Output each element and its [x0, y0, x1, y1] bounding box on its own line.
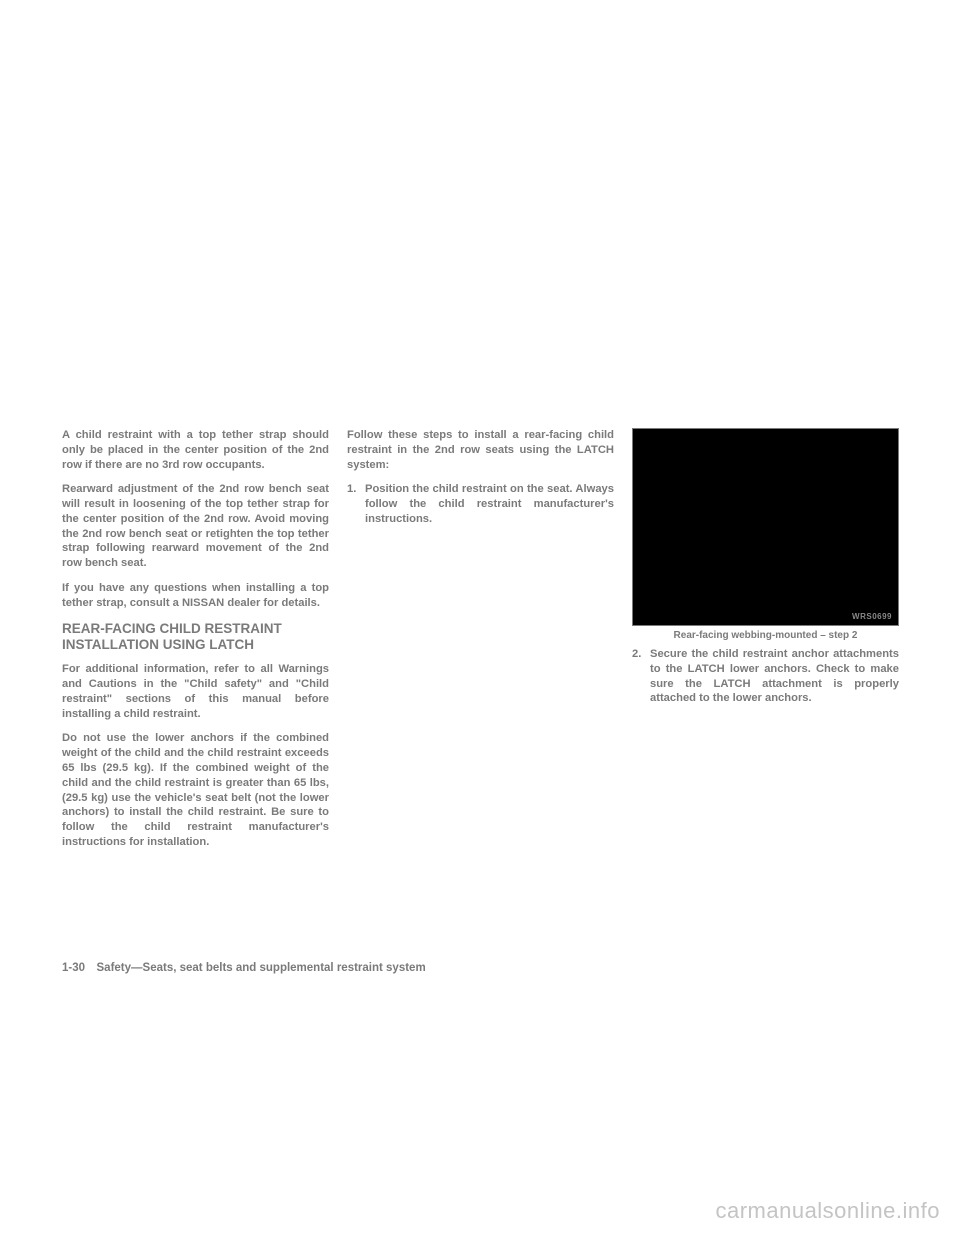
page-footer: 1-30 Safety—Seats, seat belts and supple… — [62, 962, 426, 974]
paragraph: If you have any questions when installin… — [62, 581, 329, 611]
paragraph: Do not use the lower anchors if the comb… — [62, 731, 329, 849]
numbered-step: 1. Position the child restraint on the s… — [347, 482, 614, 526]
paragraph: Follow these steps to install a rear-fac… — [347, 428, 614, 472]
column-layout: A child restraint with a top tether stra… — [62, 428, 898, 860]
paragraph: Rearward adjustment of the 2nd row bench… — [62, 482, 329, 571]
paragraph: A child restraint with a top tether stra… — [62, 428, 329, 472]
page-content: A child restraint with a top tether stra… — [62, 428, 898, 860]
figure-image: WRS0699 — [632, 428, 899, 626]
numbered-step: 2. Secure the child restraint anchor att… — [632, 647, 899, 706]
watermark-text: carmanualsonline.info — [715, 1198, 940, 1224]
column-3: WRS0699 Rear-facing webbing-mounted – st… — [632, 428, 899, 860]
figure-caption: Rear-facing webbing-mounted – step 2 — [632, 630, 899, 641]
column-2: Follow these steps to install a rear-fac… — [347, 428, 614, 860]
step-text: Secure the child restraint anchor attach… — [650, 647, 899, 706]
section-heading: REAR-FACING CHILD RESTRAINT INSTALLATION… — [62, 621, 329, 655]
step-number: 2. — [632, 647, 650, 706]
paragraph: For additional information, refer to all… — [62, 662, 329, 721]
column-1: A child restraint with a top tether stra… — [62, 428, 329, 860]
step-number: 1. — [347, 482, 365, 526]
step-text: Position the child restraint on the seat… — [365, 482, 614, 526]
figure-code: WRS0699 — [852, 612, 892, 621]
